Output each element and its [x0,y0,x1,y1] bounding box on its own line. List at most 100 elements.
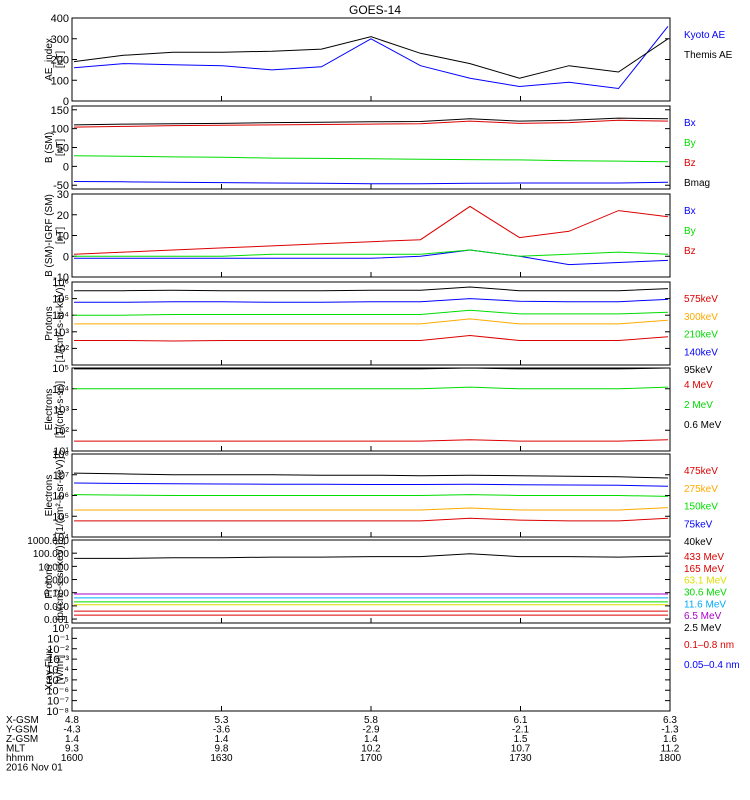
series-line-4-mev [74,439,669,442]
y-tick-label: 20 [57,210,69,222]
series-line-by [74,249,669,257]
series-line-275kev [74,507,669,511]
series-line-2-mev [74,386,669,390]
y-tick-label: 10⁶ [52,491,69,503]
y-axis-label: [p/(cm²-s-sr-keV)] [55,542,66,620]
legend-entry: 275keV [684,484,718,495]
panel-frame [71,539,671,624]
y-axis-label: Electrons [44,389,55,431]
panel-bsm: -50 0 50 100 150 B (SM) [nT] Bx By Bz Bmag [44,105,710,192]
y-axis-label: B (SM) [44,132,55,163]
x-row-label: X-GSM [6,715,39,726]
y-axis-label: [nT] [55,139,66,156]
legend-entry: By [684,138,696,149]
legend-entry: By [684,226,696,237]
series-line-0-6-mev [74,367,669,370]
y-axis-label: [W/m²] [55,655,66,685]
legend-entry: 6.5 MeV [684,611,722,622]
x-tick-label: 4.8 [65,715,79,726]
y-tick-label: 10⁶ [52,277,69,289]
y-tick-label: 10⁻³ [47,654,69,666]
y-tick-label: 0 [63,161,69,173]
y-tick-label: 10⁻⁶ [46,685,69,697]
series-line-75kev [73,482,669,487]
y-axis-label: B (SM)-IGRF (SM) [44,194,55,277]
legend-entry: Bz [684,246,696,257]
x-tick-label: 10.7 [511,744,531,755]
legend-entry: 63.1 MeV [684,576,727,587]
y-tick-label: 10⁻⁴ [46,665,69,677]
x-tick-label: 1800 [659,753,682,764]
y-tick-label: 1000.000 [27,536,69,547]
y-tick-label: 10⁻⁷ [47,696,69,708]
legend-entry: 2 MeV [684,400,713,411]
x-row-label: hhmm [6,753,34,764]
series-line-by [73,155,669,163]
y-tick-label: -10 [53,272,69,284]
y-tick-label: 400 [51,13,69,25]
panel-ae: 0 100 200 300 400 AE_index [nT] Kyoto AE Themis … [44,13,733,108]
y-tick-label: 10⁻² [47,644,69,656]
x-tick-label: 6.1 [514,715,528,726]
y-tick-label: 10⁵ [52,511,69,523]
legend-entry: 575keV [684,294,718,305]
panel-frame [71,105,671,190]
legend-entry: 40keV [684,537,713,548]
panel-frame [71,367,671,452]
chart-title: GOES-14 [349,3,401,17]
legend-entry: 4 MeV [684,380,713,391]
legend-entry: 150keV [684,502,718,513]
y-tick-label: 0 [63,251,69,263]
panel-electrons1: 10¹ 10² 10³ 10⁴ 10⁵ Electrons [1/(cm²-s-sr)] 4 … [44,363,722,458]
x-row-label: Y-GSM [6,725,38,736]
series-line-themis-ae [73,36,669,79]
panel-electrons2: 10⁴ 10⁵ 10⁶ 10⁷ 10⁸ Electrons [1/(cm²-s-sr-keV… [44,449,718,548]
x-tick-label: -2.1 [512,725,530,736]
y-tick-label: 10⁻¹ [47,633,69,645]
series-line-95kev [74,286,669,292]
y-tick-label: 10.000 [38,562,69,573]
legend-entry: Bz [684,158,696,169]
y-tick-label: 100.000 [33,549,70,560]
x-tick-label: 6.3 [663,715,677,726]
legend-entry: Bx [684,118,696,129]
panel-protons2: 0.001 0.010 0.100 1.000 10.000 100.000 1000.00… [27,536,727,634]
y-axis-label: [1/(cm²-s-sr-keV)] [55,284,66,362]
x-tick-label: 1630 [210,753,233,764]
x-tick-label: 1.4 [215,734,229,745]
legend-entry: 210keV [684,330,718,341]
x-tick-label: 9.8 [215,744,229,755]
y-tick-label: 200 [51,55,69,67]
y-tick-label: 10⁵ [52,294,69,306]
x-tick-label: 5.3 [215,715,229,726]
y-axis-label: [nT] [55,227,66,244]
series-line-2-5-mev [74,553,669,559]
x-tick-label: 1.5 [514,734,528,745]
y-tick-label: 10¹ [53,446,69,458]
y-axis-label: [1/(cm²-s-sr-keV)] [55,456,66,534]
x-tick-label: 9.3 [65,744,79,755]
y-tick-label: 10⁸ [52,449,69,461]
y-tick-label: 10⁴ [52,310,69,322]
y-tick-label: 0.010 [44,602,69,613]
y-axis-label: AE_index [44,38,55,81]
legend-entry: 30.6 MeV [684,588,727,599]
panel-frame [71,17,671,102]
x-tick-label: 1.4 [364,734,378,745]
x-tick-label: 1.6 [663,734,677,745]
y-tick-label: 10⁵ [52,363,69,375]
legend-entry: 0.1–0.8 nm [684,640,734,651]
x-tick-label: 11.2 [661,744,680,755]
y-axis-label: Electrons [44,475,55,517]
y-tick-label: 10⁻⁵ [46,675,69,687]
series-line-bx [73,181,669,185]
panel-frame [71,627,671,712]
series-line-kyoto-ae [73,25,669,90]
series-line-bx [74,249,669,266]
x-tick-label: 1.4 [65,734,79,745]
y-tick-label: 0.001 [44,615,69,626]
y-tick-label: -50 [53,180,69,192]
legend-entry: Bmag [684,178,710,189]
legend-entry: 475keV [684,466,718,477]
